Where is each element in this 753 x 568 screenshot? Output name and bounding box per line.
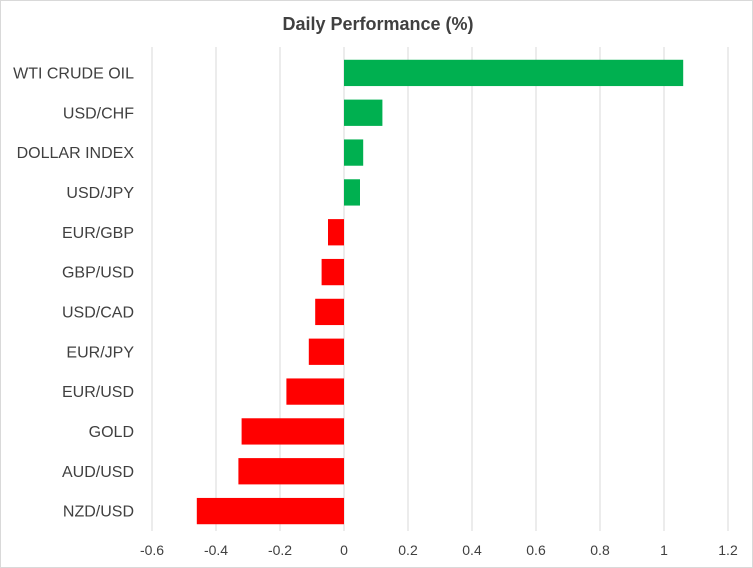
category-label-gbp-usd: GBP/USD — [62, 265, 134, 282]
category-label-dollar-index: DOLLAR INDEX — [17, 145, 135, 162]
bar-gbp-usd — [321, 258, 344, 286]
x-tick-label: 0.4 — [462, 542, 482, 558]
bar-aud-usd — [238, 458, 344, 485]
x-tick-label: -0.4 — [204, 542, 228, 558]
x-tick-label: 0.6 — [526, 542, 546, 558]
bar-dollar-index — [344, 139, 364, 166]
bar-usd-chf — [344, 99, 383, 126]
x-tick-label: -0.2 — [268, 542, 292, 558]
category-label-eur-jpy: EUR/JPY — [66, 344, 134, 361]
bar-nzd-usd — [196, 497, 344, 525]
bar-usd-jpy — [344, 179, 360, 206]
category-labels: WTI CRUDE OIL USD/CHF DOLLAR INDEX USD/JPY E… — [13, 65, 134, 520]
bar-usd-cad — [315, 298, 344, 326]
category-label-wti-crude-oil: WTI CRUDE OIL — [13, 65, 134, 82]
category-label-gold: GOLD — [89, 424, 134, 441]
chart-title: Daily Performance (%) — [282, 14, 473, 34]
gridlines — [151, 47, 729, 531]
bar-eur-usd — [286, 378, 344, 405]
category-label-eur-usd: EUR/USD — [62, 384, 134, 401]
x-tick-label: 1.2 — [718, 542, 738, 558]
x-axis-tick-labels: -0.6 -0.4 -0.2 0 0.2 0.4 0.6 0.8 1 1.2 — [140, 542, 738, 558]
bar-eur-jpy — [308, 338, 344, 365]
x-tick-label: 1 — [660, 542, 668, 558]
category-label-usd-cad: USD/CAD — [62, 304, 134, 321]
category-label-aud-usd: AUD/USD — [62, 464, 134, 481]
x-tick-label: -0.6 — [140, 542, 164, 558]
x-tick-label: 0 — [340, 542, 348, 558]
bar-gold — [241, 418, 344, 445]
category-label-usd-chf: USD/CHF — [63, 105, 134, 122]
category-label-nzd-usd: NZD/USD — [63, 504, 134, 521]
bar-wti-crude-oil — [344, 59, 684, 87]
category-label-usd-jpy: USD/JPY — [66, 185, 134, 202]
category-label-eur-gbp: EUR/GBP — [62, 225, 134, 242]
bars — [196, 59, 684, 525]
x-tick-label: 0.8 — [590, 542, 610, 558]
bar-eur-gbp — [328, 219, 344, 246]
x-tick-label: 0.2 — [398, 542, 418, 558]
